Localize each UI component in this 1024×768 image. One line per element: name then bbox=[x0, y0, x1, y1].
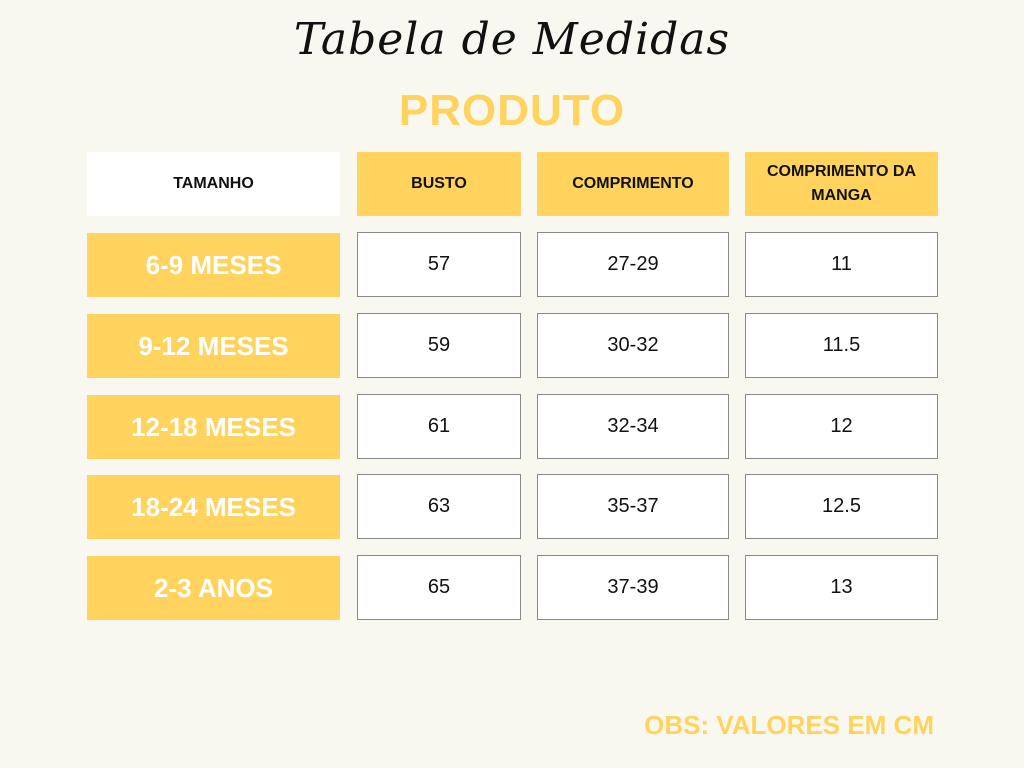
manga-value: 12.5 bbox=[745, 474, 938, 539]
header-comprimento-manga: COMPRIMENTO DA MANGA bbox=[745, 152, 938, 216]
units-note: OBS: VALORES EM CM bbox=[644, 710, 934, 740]
busto-value: 61 bbox=[357, 394, 521, 459]
manga-value: 11.5 bbox=[745, 313, 938, 378]
header-tamanho: TAMANHO bbox=[87, 152, 340, 216]
size-label: 2-3 ANOS bbox=[87, 556, 340, 620]
busto-value: 63 bbox=[357, 474, 521, 539]
manga-value: 12 bbox=[745, 394, 938, 459]
comprimento-value: 32-34 bbox=[537, 394, 729, 459]
busto-value: 59 bbox=[357, 313, 521, 378]
comprimento-value: 27-29 bbox=[537, 232, 729, 297]
size-label: 6-9 MESES bbox=[87, 233, 340, 297]
comprimento-value: 30-32 bbox=[537, 313, 729, 378]
header-comprimento: COMPRIMENTO bbox=[537, 152, 729, 216]
size-label: 9-12 MESES bbox=[87, 314, 340, 378]
size-label: 12-18 MESES bbox=[87, 395, 340, 459]
header-busto: BUSTO bbox=[357, 152, 521, 216]
comprimento-value: 37-39 bbox=[537, 555, 729, 620]
comprimento-value: 35-37 bbox=[537, 474, 729, 539]
busto-value: 57 bbox=[357, 232, 521, 297]
manga-value: 11 bbox=[745, 232, 938, 297]
size-label: 18-24 MESES bbox=[87, 475, 340, 539]
busto-value: 65 bbox=[357, 555, 521, 620]
manga-value: 13 bbox=[745, 555, 938, 620]
page-title: Tabela de Medidas bbox=[293, 14, 731, 65]
page-subtitle: PRODUTO bbox=[398, 86, 626, 135]
